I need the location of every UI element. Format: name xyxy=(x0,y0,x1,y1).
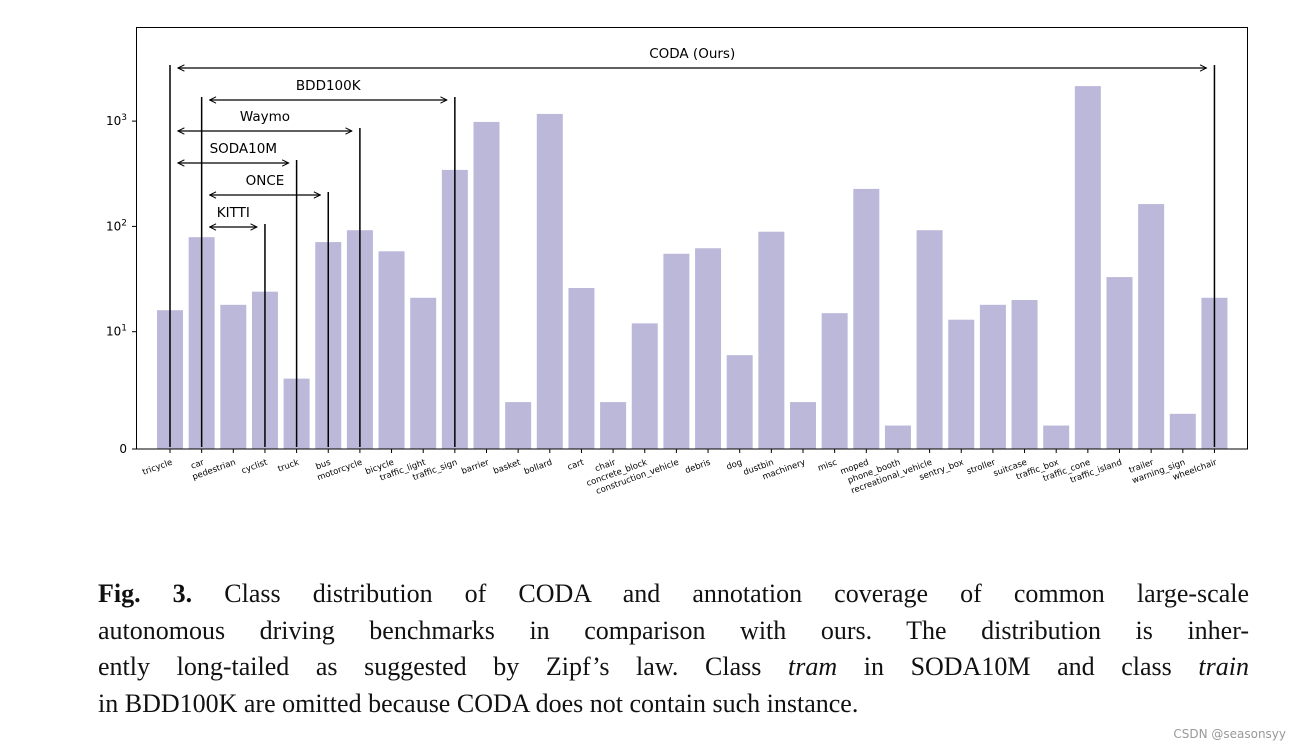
caption-line-3: ently long-tailed as suggested by Zipf’s… xyxy=(98,649,1249,686)
coverage-label: SODA10M xyxy=(210,141,277,157)
bar-traffic_box xyxy=(1043,425,1070,449)
x-tick-label: basket xyxy=(492,457,523,476)
caption-line-2: autonomous driving benchmarks in compari… xyxy=(98,615,1249,645)
bar-traffic_cone xyxy=(1074,86,1101,449)
bar-machinery xyxy=(790,402,816,449)
x-tick-label: tricycle xyxy=(141,458,174,478)
bars xyxy=(157,86,1228,450)
caption-text: ently long-tailed as suggested by Zipf’s… xyxy=(98,652,788,682)
bar-suitcase xyxy=(1011,300,1038,449)
bar-cart xyxy=(568,288,595,449)
x-tick-label: truck xyxy=(277,458,301,475)
coverage-label: KITTI xyxy=(217,205,250,221)
coverage-annotations: CODA (Ours) BDD100K Waymo SODA10M ONCE KITTI xyxy=(169,46,1216,447)
coverage-label: ONCE xyxy=(246,173,285,189)
y-tick-label: 103 xyxy=(106,113,127,128)
bar-bollard xyxy=(536,113,563,449)
bar-chair xyxy=(600,402,627,449)
x-tick-label: stroller xyxy=(965,458,997,478)
x-tick-label: car xyxy=(190,458,206,472)
x-tick-label: misc xyxy=(817,458,839,474)
bar-pedestrian xyxy=(220,304,247,449)
caption-italic-train: train xyxy=(1198,652,1249,682)
x-tick-label: cart xyxy=(566,457,586,472)
bar-concrete_block xyxy=(631,323,658,449)
coverage-label: BDD100K xyxy=(296,78,362,94)
bar-trailer xyxy=(1138,204,1165,449)
caption-label: Fig. 3. xyxy=(98,579,193,608)
bar-stroller xyxy=(979,304,1006,449)
y-axis: 0 101 102 103 xyxy=(106,113,137,456)
caption-line-1: Fig. 3. Class distribution of CODA and a… xyxy=(98,576,1249,613)
bar-dustbin xyxy=(758,231,785,449)
coverage-label: CODA (Ours) xyxy=(649,46,735,62)
bar-dog xyxy=(726,355,753,449)
caption-text: in SODA10M and class xyxy=(837,652,1199,682)
bar-bicycle xyxy=(378,251,405,449)
figure-caption: Fig. 3. Class distribution of CODA and a… xyxy=(98,576,1249,723)
bar-moped xyxy=(853,188,880,450)
bar-traffic_island xyxy=(1106,277,1133,449)
x-tick-label: cyclist xyxy=(240,457,269,476)
bar-recreational_vehicle xyxy=(916,230,943,449)
coverage-label: Waymo xyxy=(240,109,290,125)
watermark: CSDN @seasonsyy xyxy=(1173,727,1286,741)
bar-construction_vehicle xyxy=(663,253,690,449)
x-tick-label: debris xyxy=(684,457,713,476)
bar-barrier xyxy=(473,121,500,449)
y-tick-label: 102 xyxy=(106,218,127,233)
x-tick-label: dog xyxy=(725,458,743,473)
bar-traffic_light xyxy=(410,297,437,449)
bar-warning_sign xyxy=(1169,413,1196,449)
x-tick-label: barrier xyxy=(460,458,491,477)
caption-text: Class distribution of CODA and annotatio… xyxy=(192,579,1249,608)
y-tick-label: 101 xyxy=(106,324,127,339)
bar-phone_booth xyxy=(884,425,911,449)
bar-debris xyxy=(695,248,722,449)
bar-misc xyxy=(821,313,848,449)
y-tick-label: 0 xyxy=(119,442,127,456)
plot-frame xyxy=(136,27,1248,450)
caption-line-4: in BDD100K are omitted because CODA does… xyxy=(98,689,859,719)
bar-basket xyxy=(505,402,532,449)
x-tick-label: bollard xyxy=(523,458,554,477)
caption-italic-tram: tram xyxy=(787,652,838,682)
bar-sentry_box xyxy=(948,319,975,449)
class-distribution-chart: CODA (Ours)BDD100KWaymoSODA10MONCEKITTI … xyxy=(106,27,1248,497)
